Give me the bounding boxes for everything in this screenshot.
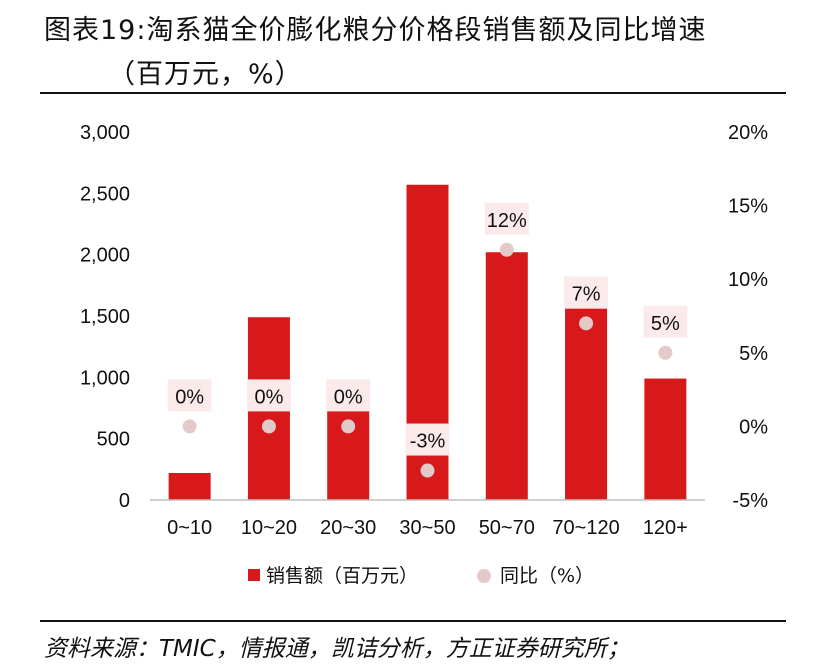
bar-0~10 — [168, 473, 211, 500]
chart-title: 图表19:淘系猫全价膨化粮分价格段销售额及同比增速 — [44, 15, 707, 46]
point-10~20 — [261, 419, 276, 434]
legend-label-yoy: 同比（%） — [500, 565, 594, 587]
data-label-30~50: -3% — [410, 431, 446, 453]
top-rule — [40, 92, 786, 94]
data-label-10~20: 0% — [254, 386, 283, 408]
y-left-tick-2: 1,000 — [80, 367, 130, 389]
y-left-tick-3: 1,500 — [80, 306, 130, 328]
data-label-50~70: 12% — [487, 210, 527, 232]
x-tick-120+: 120+ — [643, 517, 688, 539]
ticks-layer: 0 500 1,000 1,500 2,000 2,500 3,000 -5% 0% 5% 10% 1… — [80, 122, 768, 539]
x-tick-20~30: 20~30 — [320, 517, 376, 539]
y-left-tick-1: 500 — [97, 429, 130, 451]
x-tick-70~120: 70~120 — [552, 517, 619, 539]
legend-label-sales: 销售额（百万元） — [266, 565, 418, 587]
data-label-box-120+ — [643, 305, 688, 338]
y-right-tick-0: -5% — [732, 490, 768, 512]
legend-swatch-yoy — [477, 569, 491, 583]
chart-unit-subtitle: （百万元，%） — [108, 59, 303, 90]
y-right-tick-2: 5% — [739, 343, 768, 365]
x-tick-10~20: 10~20 — [241, 517, 297, 539]
point-120+ — [658, 345, 673, 360]
point-20~30 — [341, 419, 356, 434]
data-label-box-50~70 — [484, 202, 529, 235]
bar-70~120 — [565, 308, 608, 500]
y-left-tick-5: 2,500 — [80, 183, 130, 205]
data-label-box-10~20 — [246, 379, 291, 412]
y-left-tick-0: 0 — [119, 490, 130, 512]
y-right-tick-3: 10% — [728, 269, 768, 291]
y-right-tick-5: 20% — [728, 122, 768, 144]
point-0~10 — [182, 419, 197, 434]
data-label-120+: 5% — [651, 313, 680, 335]
x-tick-30~50: 30~50 — [399, 517, 455, 539]
data-label-20~30: 0% — [334, 386, 363, 408]
bar-120+ — [644, 378, 687, 500]
chart-canvas: 0% 0% 0% -3% 12% 7% 5% 0 500 1,000 1,500 2,000 2,50… — [80, 122, 768, 587]
points-layer — [182, 242, 673, 478]
data-label-0~10: 0% — [175, 386, 204, 408]
y-left-tick-4: 2,000 — [80, 245, 130, 267]
x-tick-0~10: 0~10 — [167, 517, 212, 539]
bottom-rule — [40, 620, 786, 622]
source-note: 资料来源：TMIC，情报通，凯诘分析，方正证券研究所； — [44, 636, 630, 662]
data-labels-layer: 0% 0% 0% -3% 12% 7% 5% — [167, 202, 688, 456]
y-right-tick-4: 15% — [728, 196, 768, 218]
point-50~70 — [499, 242, 514, 257]
data-label-box-70~120 — [564, 276, 609, 309]
bar-50~70 — [485, 252, 528, 500]
data-label-box-0~10 — [167, 379, 212, 412]
bars-layer — [168, 184, 687, 500]
legend: 销售额（百万元） 同比（%） — [248, 565, 594, 587]
data-label-70~120: 7% — [572, 283, 601, 305]
point-30~50 — [420, 463, 435, 478]
x-tick-50~70: 50~70 — [479, 517, 535, 539]
data-label-box-30~50 — [405, 423, 450, 456]
y-left-tick-6: 3,000 — [80, 122, 130, 144]
legend-swatch-sales — [248, 569, 260, 581]
point-70~120 — [579, 316, 594, 331]
y-right-tick-1: 0% — [739, 416, 768, 438]
data-label-box-20~30 — [326, 379, 371, 412]
